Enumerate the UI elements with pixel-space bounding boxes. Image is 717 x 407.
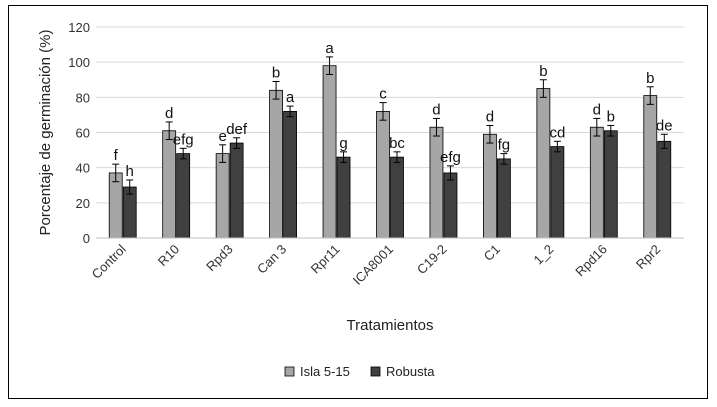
significance-letter: b <box>539 63 547 80</box>
significance-letter: a <box>286 89 295 106</box>
y-tick-label: 0 <box>83 231 90 246</box>
x-axis-ticks: Control R10 Rpd3 Can 3 Rpr11 ICA8001 C19-2 C1 1_… <box>89 241 664 287</box>
significance-letter: bc <box>389 135 405 152</box>
y-tick-label: 20 <box>76 196 90 211</box>
bar-robusta <box>283 111 297 239</box>
significance-letter: c <box>379 86 387 103</box>
x-tick-label: Control <box>89 241 129 281</box>
y-tick-label: 100 <box>68 55 90 70</box>
significance-letter: a <box>325 40 334 57</box>
bar-isla <box>108 172 123 239</box>
bar-robusta <box>443 172 458 239</box>
x-tick-label: Rpr2 <box>633 242 664 273</box>
bar-robusta <box>229 142 244 239</box>
chart-frame <box>8 5 708 399</box>
bar-isla <box>322 65 337 239</box>
x-axis-title: Tratamientos <box>347 317 434 334</box>
x-tick-label: Rpd3 <box>203 242 236 275</box>
significance-letter: d <box>486 108 494 125</box>
bar-isla <box>589 126 604 239</box>
significance-letter: cd <box>549 124 565 141</box>
bar-isla <box>269 89 283 239</box>
bar-isla <box>215 153 230 239</box>
x-tick-label: C19-2 <box>414 242 450 278</box>
bar-robusta <box>122 186 137 239</box>
significance-letter: f <box>114 147 119 164</box>
legend-label: Robusta <box>386 364 435 379</box>
significance-letter: h <box>126 163 134 180</box>
legend-swatch <box>284 366 295 377</box>
x-tick-label: 1_2 <box>531 242 557 268</box>
significance-letter: b <box>607 108 615 125</box>
x-tick-label: ICA8001 <box>350 242 396 288</box>
y-axis-ticks: 0 20 40 60 80 100 120 <box>68 20 90 246</box>
significance-letter: de <box>656 117 673 134</box>
bar-isla <box>536 88 551 239</box>
bar-isla <box>376 111 390 239</box>
significance-letter: b <box>646 70 654 87</box>
significance-letter: d <box>165 105 173 122</box>
significance-letter: d <box>432 101 440 118</box>
y-axis-title: Porcentaje de germinación (%) <box>37 30 54 236</box>
y-tick-label: 60 <box>76 126 90 141</box>
significance-letter: g <box>339 135 347 152</box>
significance-letter: e <box>218 128 226 145</box>
bar-robusta <box>657 140 672 239</box>
y-tick-label: 120 <box>68 20 90 35</box>
bar-robusta <box>497 158 511 239</box>
significance-letter: b <box>272 65 280 82</box>
x-tick-label: Can 3 <box>254 242 289 277</box>
bar-robusta <box>550 146 565 239</box>
bar-isla <box>429 126 444 239</box>
bar-robusta <box>336 156 351 239</box>
bar-isla <box>483 133 497 239</box>
bar-isla <box>643 95 658 239</box>
significance-letter: fg <box>498 137 511 154</box>
bar-robusta <box>176 153 191 239</box>
x-tick-label: Rpd16 <box>572 242 610 280</box>
x-tick-label: Rpr11 <box>308 242 343 277</box>
x-tick-label: C1 <box>481 242 503 264</box>
y-tick-label: 40 <box>76 161 90 176</box>
significance-letter: d <box>593 101 601 118</box>
bar-robusta <box>390 156 404 239</box>
significance-letter: efg <box>440 149 461 166</box>
y-tick-label: 80 <box>76 90 90 105</box>
legend: Isla 5-15 Robusta <box>284 364 435 379</box>
x-tick-label: R10 <box>155 242 182 269</box>
legend-swatch <box>370 366 381 377</box>
significance-letter: def <box>226 121 248 138</box>
legend-label: Isla 5-15 <box>300 364 350 379</box>
bar-robusta <box>603 130 618 239</box>
significance-letter: efg <box>173 131 194 148</box>
gridlines <box>96 26 684 204</box>
